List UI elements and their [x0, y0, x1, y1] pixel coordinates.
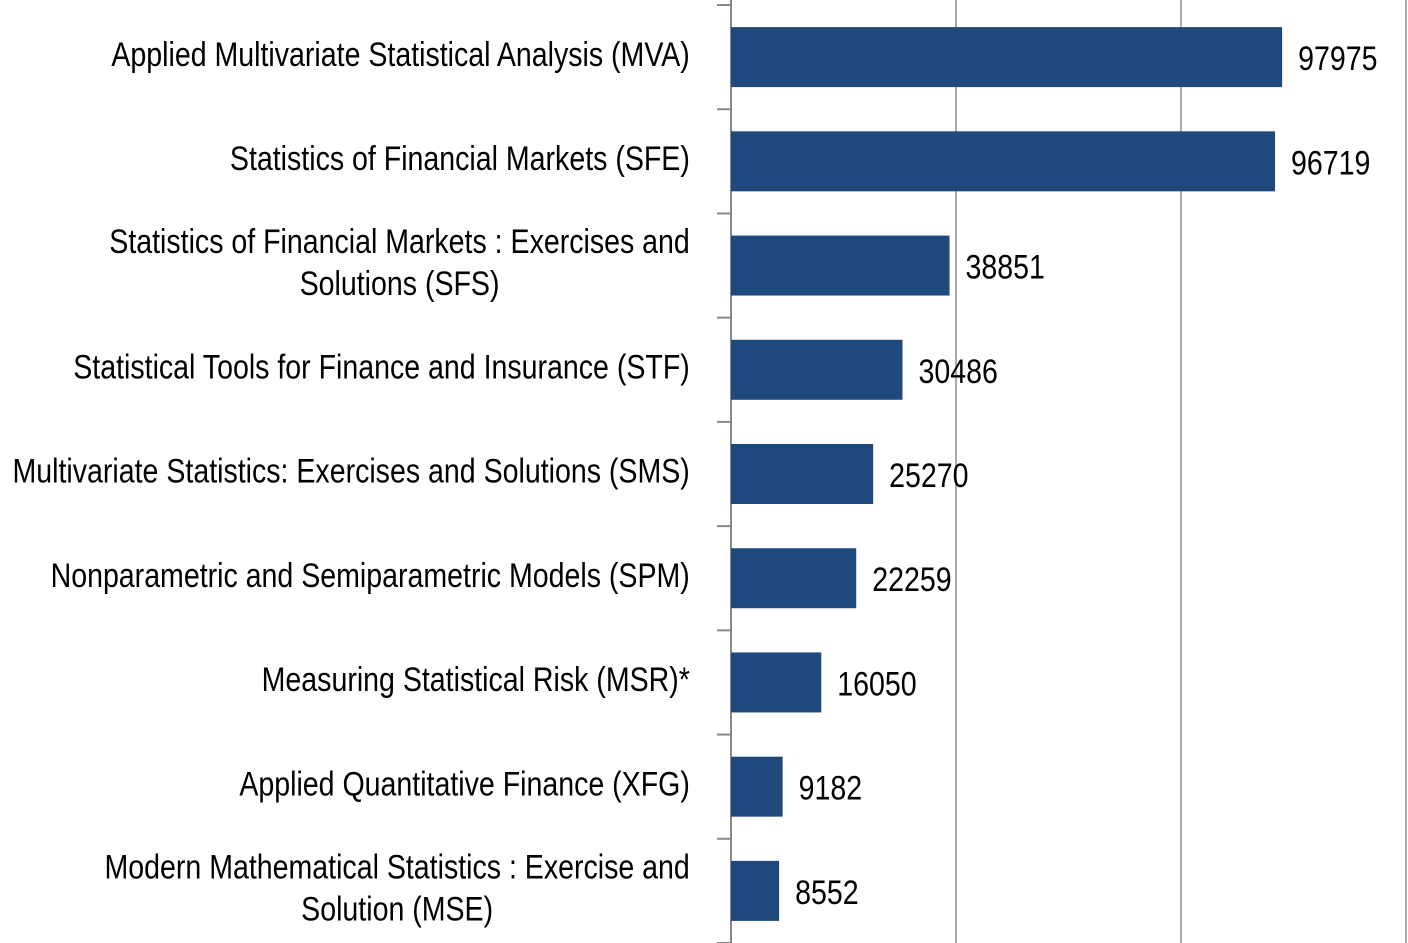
bar: [731, 860, 780, 921]
value-label-group: 22259: [872, 561, 951, 599]
bar: [731, 652, 822, 713]
category-label-group: Statistical Tools for Finance and Insura…: [73, 348, 690, 386]
value-label-group: 8552: [795, 874, 859, 912]
value-label: 25270: [889, 457, 968, 495]
category-label-group: Applied Quantitative Finance (XFG): [239, 765, 689, 803]
category-label-group: Modern Mathematical Statistics : Exercis…: [104, 849, 689, 929]
bar: [731, 27, 1283, 88]
category-label: Multivariate Statistics: Exercises and S…: [13, 453, 690, 491]
bar: [731, 235, 950, 296]
category-label: Applied Multivariate Statistical Analysi…: [111, 36, 689, 74]
bar: [731, 548, 857, 609]
category-label: Applied Quantitative Finance (XFG): [239, 765, 689, 803]
value-label: 30486: [918, 352, 997, 390]
category-label: Statistical Tools for Finance and Insura…: [73, 348, 690, 386]
bar: [731, 339, 903, 400]
bar: [731, 131, 1276, 192]
value-label-group: 25270: [889, 457, 968, 495]
value-label-group: 38851: [966, 248, 1045, 286]
value-label-group: 9182: [799, 769, 863, 807]
value-label: 38851: [966, 248, 1045, 286]
category-label: Statistics of Financial Markets : Exerci…: [109, 223, 690, 303]
value-label: 97975: [1298, 40, 1377, 78]
value-label: 22259: [872, 561, 951, 599]
value-label: 9182: [799, 769, 863, 807]
value-label-group: 16050: [837, 665, 916, 703]
category-label-group: Statistics of Financial Markets (SFE): [230, 140, 690, 178]
bar: [731, 756, 783, 817]
category-label-group: Multivariate Statistics: Exercises and S…: [13, 453, 690, 491]
category-label: Measuring Statistical Risk (MSR)*: [262, 661, 690, 699]
value-label: 96719: [1291, 144, 1370, 182]
category-label-group: Statistics of Financial Markets : Exerci…: [109, 223, 690, 303]
category-label-group: Measuring Statistical Risk (MSR)*: [262, 661, 690, 699]
value-label-group: 96719: [1291, 144, 1370, 182]
category-label: Statistics of Financial Markets (SFE): [230, 140, 690, 178]
value-label-group: 97975: [1298, 40, 1377, 78]
category-label: Nonparametric and Semiparametric Models …: [51, 557, 690, 595]
value-label: 16050: [837, 665, 916, 703]
category-label-group: Applied Multivariate Statistical Analysi…: [111, 36, 689, 74]
value-label-group: 30486: [918, 352, 997, 390]
category-label: Modern Mathematical Statistics : Exercis…: [104, 849, 689, 929]
value-label: 8552: [795, 874, 859, 912]
bar: [731, 444, 874, 504]
category-label-group: Nonparametric and Semiparametric Models …: [51, 557, 690, 595]
